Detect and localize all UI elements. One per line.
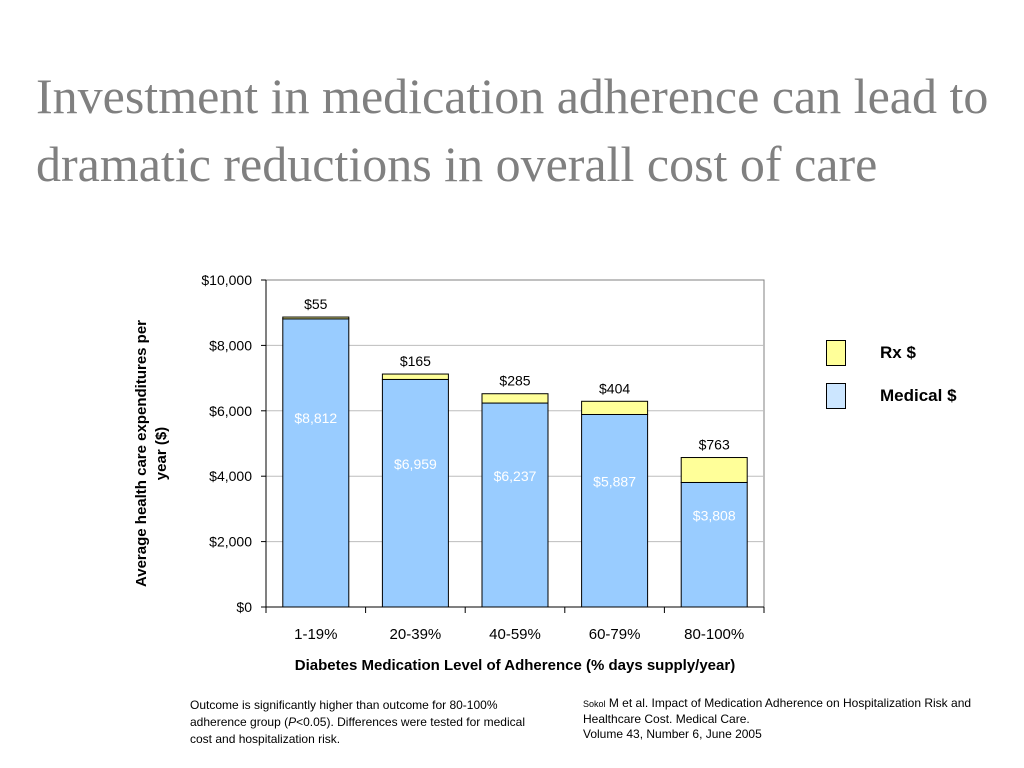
x-tick-label: 1-19%	[294, 626, 337, 643]
legend-item-medical: Medical $	[826, 383, 996, 409]
citation-author: Sokol	[583, 699, 606, 709]
y-axis-title: Average health care expenditures per year…	[133, 320, 170, 587]
footnote-text-part2: <0.05). Differences were tested for medi…	[190, 715, 525, 746]
footnote-text-part1: Outcome is significantly higher than out…	[190, 698, 498, 729]
data-label-rx: $763	[699, 437, 730, 453]
legend-swatch-medical	[826, 383, 846, 409]
data-label-rx: $404	[599, 380, 630, 396]
bar-medical	[381, 378, 449, 608]
bar-rx	[381, 373, 449, 380]
x-tick-label: 80-100%	[684, 626, 744, 643]
citation-line-1: Sokol M et al. Impact of Medication Adhe…	[583, 696, 983, 727]
slide-title: Investment in medication adherence can l…	[36, 68, 989, 192]
data-label-medical: $5,887	[593, 474, 636, 490]
legend-label-medical: Medical $	[880, 386, 957, 405]
x-tick-label: 20-39%	[390, 626, 442, 643]
y-tick-label: $0	[236, 599, 252, 615]
bar-rx	[680, 457, 748, 483]
bar-rx	[481, 393, 549, 404]
legend-swatch-rx	[826, 340, 846, 366]
data-label-rx: $55	[304, 296, 328, 312]
y-tick-label: $10,000	[201, 272, 252, 288]
data-label-medical: $8,812	[294, 410, 337, 426]
citation-title: M et al. Impact of Medication Adherence …	[583, 696, 972, 726]
citation-footnote: Sokol M et al. Impact of Medication Adhe…	[583, 696, 983, 742]
bar-medical	[481, 402, 549, 608]
bar-medical	[680, 481, 748, 608]
significance-footnote: Outcome is significantly higher than out…	[190, 697, 535, 748]
bar-rx	[581, 400, 649, 415]
x-tick-label: 60-79%	[589, 626, 641, 643]
bar-medical	[282, 318, 350, 608]
bar-medical	[581, 413, 649, 608]
y-tick-label: $6,000	[209, 403, 252, 419]
data-label-rx: $285	[499, 373, 530, 389]
legend-label-rx: Rx $	[880, 343, 916, 362]
footnote-p-symbol: P	[288, 715, 297, 729]
data-label-medical: $6,237	[494, 468, 537, 484]
citation-line-2: Volume 43, Number 6, June 2005	[583, 727, 762, 741]
x-axis-title: Diabetes Medication Level of Adherence (…	[295, 657, 735, 674]
data-label-medical: $6,959	[394, 456, 437, 472]
y-tick-label: $8,000	[209, 337, 252, 353]
x-tick-label: 40-59%	[489, 626, 541, 643]
data-label-medical: $3,808	[693, 508, 736, 524]
legend-item-rx: Rx $	[826, 340, 996, 366]
bar-rx	[282, 316, 350, 320]
y-tick-label: $2,000	[209, 534, 252, 550]
y-tick-label: $4,000	[209, 468, 252, 484]
data-label-rx: $165	[400, 353, 431, 369]
